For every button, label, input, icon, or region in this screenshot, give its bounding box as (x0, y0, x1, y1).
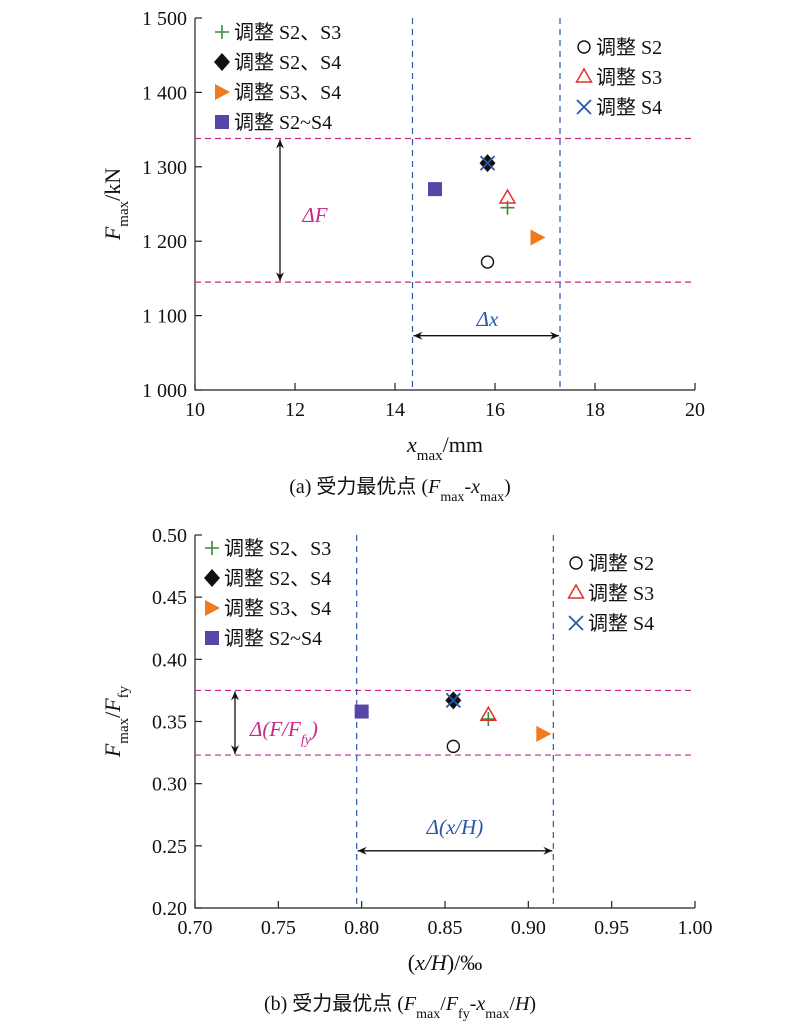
x-tick-label: 18 (585, 399, 605, 421)
legend-marker (215, 115, 229, 129)
legend-entry-label: 调整 S4 (596, 96, 662, 119)
data-point (428, 182, 442, 197)
legend-entry-label: 调整 S2 (588, 552, 654, 575)
y-tick-label: 1 000 (142, 380, 187, 402)
legend-marker (576, 99, 592, 115)
y-axis-label: Fmax/Ffy (100, 685, 132, 758)
figure-caption: (b) 受力最优点 (Fmax/Ffy-xmax/H) (264, 992, 536, 1022)
delta-f-label: Δ(F/Ffy) (249, 717, 318, 748)
data-point (480, 255, 495, 269)
data-point (479, 155, 496, 171)
y-tick-label: 0.35 (152, 712, 187, 734)
data-point (536, 725, 552, 742)
data-point (481, 712, 496, 727)
legend-marker (205, 600, 220, 616)
figure-caption: (a) 受力最优点 (Fmax-xmax) (289, 475, 511, 505)
y-tick-label: 1 100 (142, 306, 187, 328)
x-tick-label: 20 (685, 399, 705, 421)
x-axis-label: (x/H)/‰ (408, 950, 483, 975)
x-tick-label: 10 (185, 399, 205, 421)
data-point (530, 229, 546, 246)
legend-entry-label: 调整 S2、S3 (224, 537, 331, 560)
y-tick-label: 0.45 (152, 587, 187, 609)
data-point (445, 692, 461, 708)
legend-entry-label: 调整 S3、S4 (234, 81, 341, 104)
data-point (354, 704, 369, 719)
x-tick-label: 0.85 (428, 917, 463, 939)
chart-a: 1 000 1 100 1 200 1 300 1 400 1 500 10 12 14 16 18… (100, 8, 705, 505)
y-tick-label: 1 300 (142, 157, 187, 179)
legend-entry-label: 调整 S3 (596, 66, 662, 89)
data-point (446, 739, 461, 754)
chart-b: 0.20 0.25 0.30 0.35 0.40 0.45 0.50 0.70 0.75 0.80… (100, 525, 713, 1022)
legend-entry-label: 调整 S3 (588, 582, 654, 605)
x-tick-label: 12 (285, 399, 305, 421)
legend-entry-label: 调整 S4 (588, 612, 654, 635)
delta-f-label: ΔF (301, 203, 327, 227)
x-tick-label: 16 (485, 399, 505, 421)
legend-marker (214, 53, 230, 71)
x-axis-label: xmax/mm (406, 432, 483, 464)
legend-marker (567, 583, 585, 599)
data-point (498, 188, 517, 204)
y-tick-label: 0.40 (152, 649, 187, 671)
y-tick-label: 0.20 (152, 898, 187, 920)
legend-marker (215, 25, 229, 39)
y-tick-label: 1 400 (142, 82, 187, 104)
x-tick-label: 0.95 (594, 917, 629, 939)
legend-entry-label: 调整 S2、S3 (234, 21, 341, 44)
y-tick-label: 0.25 (152, 836, 187, 858)
legend-marker (204, 569, 220, 587)
x-tick-label: 0.75 (261, 917, 296, 939)
y-tick-label: 0.30 (152, 774, 187, 796)
y-tick-label: 0.50 (152, 525, 187, 547)
legend-entry-label: 调整 S2~S4 (224, 627, 322, 650)
data-point (479, 705, 498, 722)
legend-entry-label: 调整 S2~S4 (234, 111, 332, 134)
delta-x-label: Δx (476, 307, 499, 331)
x-tick-label: 14 (385, 399, 405, 421)
legend-marker (575, 67, 593, 83)
x-tick-label: 1.00 (678, 917, 713, 939)
legend-entry-label: 调整 S2 (596, 36, 662, 59)
legend-entry-label: 调整 S2、S4 (224, 567, 331, 590)
delta-x-label: Δ(x/H) (426, 815, 484, 839)
legend-marker (569, 556, 583, 570)
y-tick-label: 1 200 (142, 231, 187, 253)
x-tick-label: 0.90 (511, 917, 546, 939)
legend-marker (205, 541, 219, 555)
legend-marker (568, 615, 584, 631)
x-tick-label: 0.70 (178, 917, 213, 939)
legend-entry-label: 调整 S2、S4 (234, 51, 341, 74)
legend-marker (577, 40, 591, 54)
x-tick-label: 0.80 (344, 917, 379, 939)
y-tick-label: 1 500 (142, 8, 187, 30)
legend-entry-label: 调整 S3、S4 (224, 597, 331, 620)
legend-marker (205, 631, 219, 645)
legend-marker (215, 84, 230, 100)
y-axis-label: Fmax/kN (100, 168, 132, 241)
